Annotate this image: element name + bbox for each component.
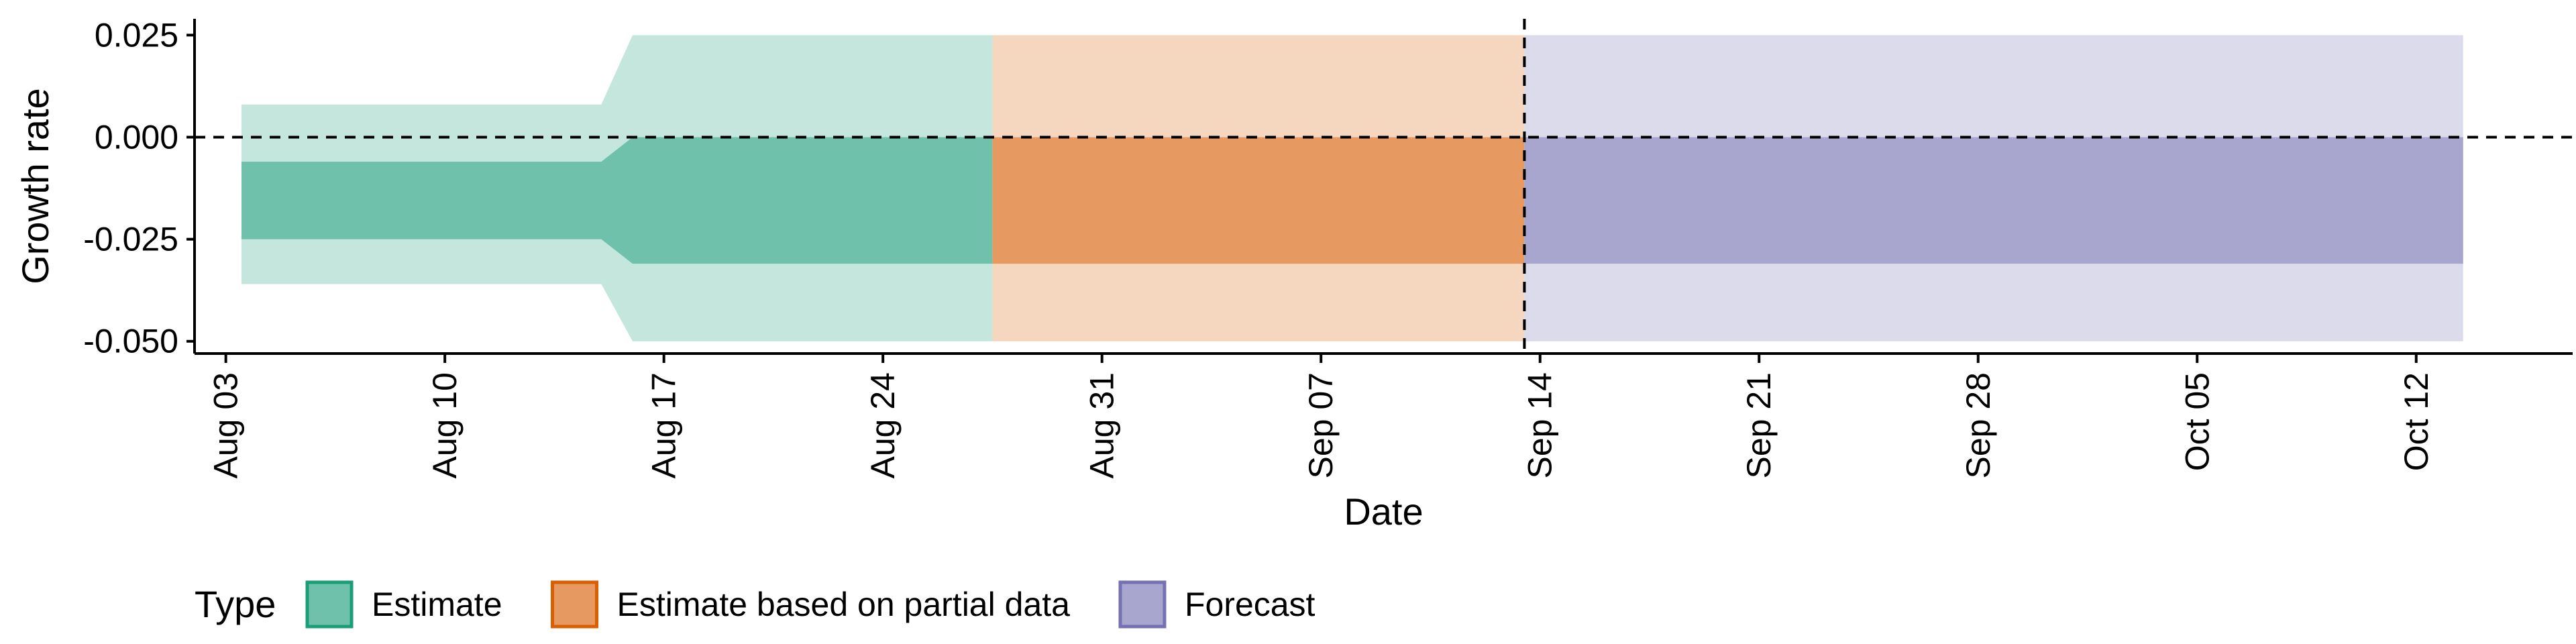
legend-title: Type	[195, 583, 276, 625]
x-tick-label: Oct 12	[2398, 372, 2435, 471]
band-inner-estimate-based-on-partial-data	[992, 137, 1525, 264]
x-tick-label: Sep 28	[1960, 372, 1997, 478]
x-tick-label: Aug 17	[645, 372, 683, 478]
x-tick-label: Aug 31	[1083, 372, 1121, 478]
band-inner-estimate	[241, 137, 993, 264]
x-tick-label: Aug 03	[207, 372, 245, 478]
legend-swatch-estimate	[305, 580, 354, 629]
axes-layer	[193, 19, 2573, 355]
band-inner-forecast	[1524, 137, 2463, 264]
x-tick-label: Sep 14	[1521, 372, 1559, 478]
y-tick-label: -0.050	[83, 323, 178, 360]
x-axis-title: Date	[1344, 490, 1423, 533]
bands-layer	[241, 35, 2463, 341]
legend: Type Estimate Estimate based on partial d…	[195, 580, 1316, 629]
x-tick-label: Aug 24	[864, 372, 902, 478]
legend-label-forecast: Forecast	[1185, 586, 1316, 623]
legend-label-estimate-based-on-partial-data: Estimate based on partial data	[617, 586, 1071, 623]
reference-lines-layer	[195, 19, 2573, 354]
x-tick-label: Sep 21	[1740, 372, 1778, 478]
y-axis-title: Growth rate	[14, 88, 56, 284]
x-tick-label: Sep 07	[1302, 372, 1340, 478]
y-tick-label: -0.025	[83, 221, 178, 258]
legend-label-estimate: Estimate	[372, 586, 502, 623]
legend-swatch-forecast	[1118, 580, 1167, 629]
legend-swatch-estimate-based-on-partial-data	[551, 580, 599, 629]
y-tick-label: 0.000	[95, 118, 178, 156]
ticks-layer: 0.025 0.000 -0.025 -0.050 Aug 03 Aug 10 Aug 17…	[83, 16, 2435, 478]
y-tick-label: 0.025	[95, 16, 178, 54]
x-tick-label: Oct 05	[2178, 372, 2216, 471]
x-tick-label: Aug 10	[426, 372, 464, 478]
